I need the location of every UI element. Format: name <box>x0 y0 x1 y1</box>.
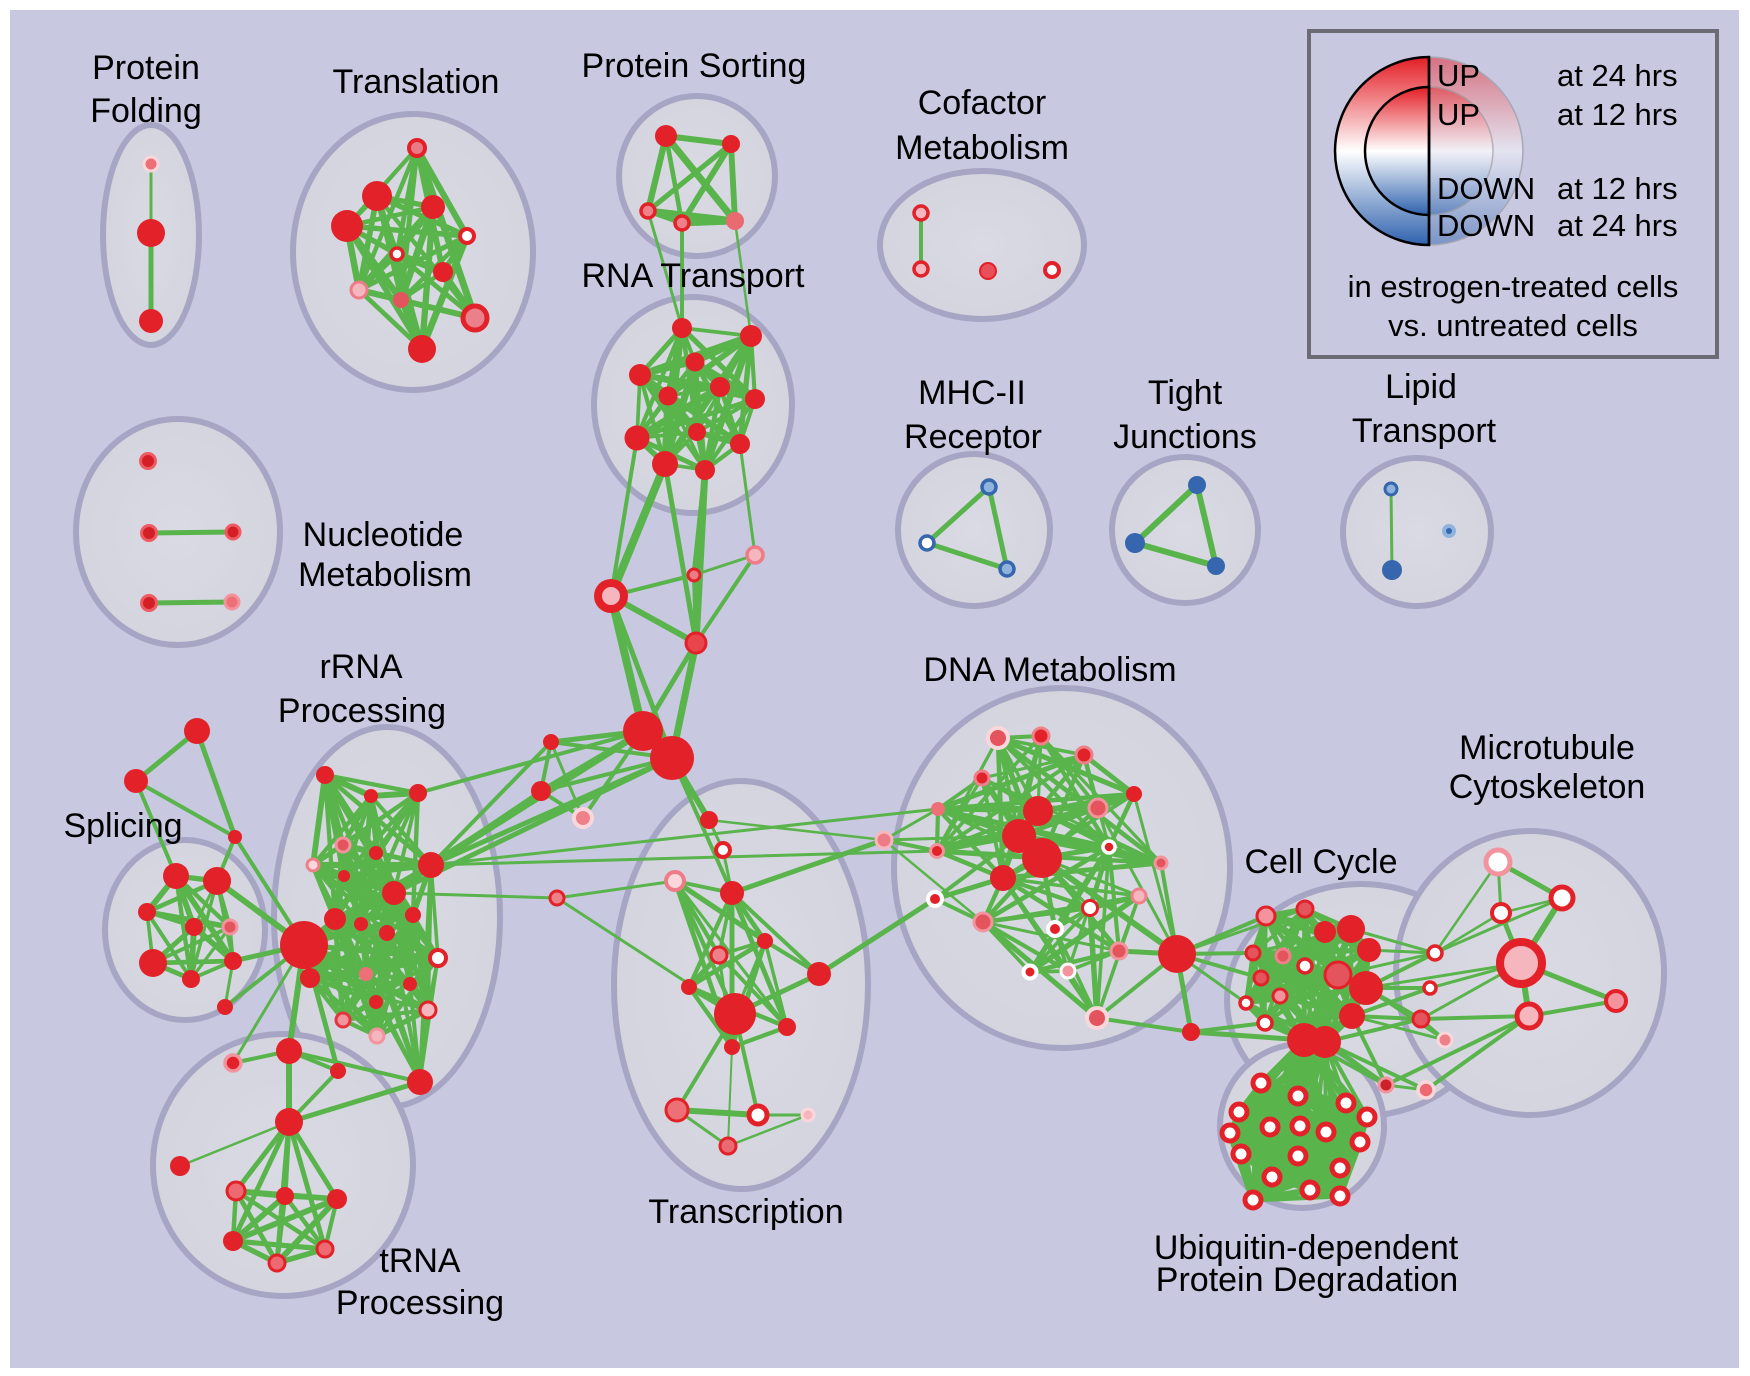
svg-text:tRNA: tRNA <box>379 1242 461 1280</box>
svg-text:Cytoskeleton: Cytoskeleton <box>1449 768 1646 806</box>
svg-text:Lipid: Lipid <box>1385 368 1457 406</box>
svg-text:Folding: Folding <box>90 92 202 130</box>
svg-text:Transcription: Transcription <box>648 1193 843 1231</box>
svg-text:Cofactor: Cofactor <box>918 84 1047 122</box>
svg-text:Ubiquitin-dependent: Ubiquitin-dependent <box>1154 1229 1459 1267</box>
svg-text:at 12 hrs: at 12 hrs <box>1557 171 1678 206</box>
svg-text:RNA Transport: RNA Transport <box>582 257 806 295</box>
svg-text:UP: UP <box>1437 58 1480 93</box>
svg-text:Metabolism: Metabolism <box>895 129 1069 167</box>
svg-text:UP: UP <box>1437 97 1480 132</box>
svg-text:Processing: Processing <box>336 1284 504 1322</box>
svg-text:Cell Cycle: Cell Cycle <box>1244 843 1397 881</box>
svg-text:Protein Sorting: Protein Sorting <box>582 47 807 85</box>
svg-text:Translation: Translation <box>333 63 500 101</box>
svg-text:Protein: Protein <box>92 49 200 87</box>
svg-text:Nucleotide: Nucleotide <box>303 516 464 554</box>
svg-text:DOWN: DOWN <box>1437 171 1535 206</box>
svg-text:Microtubule: Microtubule <box>1459 729 1635 767</box>
svg-text:DOWN: DOWN <box>1437 208 1535 243</box>
svg-text:Junctions: Junctions <box>1113 418 1257 456</box>
svg-text:rRNA: rRNA <box>319 648 402 686</box>
svg-text:Tight: Tight <box>1148 374 1223 412</box>
svg-text:at 12 hrs: at 12 hrs <box>1557 97 1678 132</box>
svg-text:at 24 hrs: at 24 hrs <box>1557 58 1678 93</box>
svg-text:Protein Degradation: Protein Degradation <box>1156 1261 1458 1299</box>
svg-text:in estrogen-treated cells: in estrogen-treated cells <box>1348 269 1679 304</box>
svg-text:Receptor: Receptor <box>904 418 1042 456</box>
svg-text:MHC-II: MHC-II <box>918 374 1026 412</box>
svg-text:at 24 hrs: at 24 hrs <box>1557 208 1678 243</box>
svg-text:vs. untreated cells: vs. untreated cells <box>1388 308 1638 343</box>
svg-text:Transport: Transport <box>1352 412 1497 450</box>
svg-text:Metabolism: Metabolism <box>298 556 472 594</box>
svg-text:Splicing: Splicing <box>63 807 182 845</box>
svg-text:DNA Metabolism: DNA Metabolism <box>923 651 1176 689</box>
svg-text:Processing: Processing <box>278 692 446 730</box>
